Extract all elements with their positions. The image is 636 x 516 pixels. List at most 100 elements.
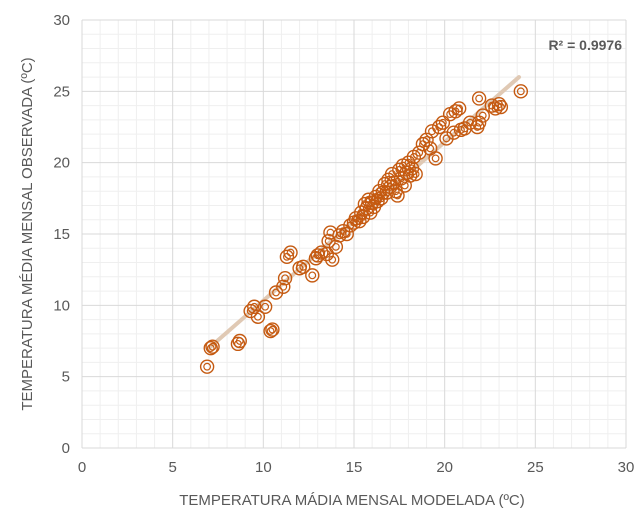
data-point [232, 333, 247, 349]
data-point-inner-ring [328, 255, 337, 264]
data-point-outer-ring [352, 213, 367, 229]
data-point-outer-ring [403, 168, 418, 183]
data-point-outer-ring [339, 226, 354, 242]
data-point [305, 268, 320, 283]
x-tick-label: 0 [78, 459, 86, 476]
data-point-inner-ring [266, 327, 275, 335]
data-point-inner-ring [250, 302, 259, 311]
data-point [257, 299, 273, 314]
data-point-inner-ring [438, 118, 447, 127]
data-point-outer-ring [488, 101, 503, 116]
data-point-outer-ring [257, 299, 273, 314]
data-point [205, 339, 220, 354]
data-point-inner-ring [203, 362, 212, 371]
data-point [247, 299, 262, 314]
data-point [513, 84, 529, 99]
data-point-inner-ring [299, 262, 308, 271]
data-point-inner-ring [235, 337, 244, 345]
x-tick-label: 15 [346, 459, 363, 476]
data-point-outer-ring [230, 336, 246, 352]
data-point-inner-ring [317, 248, 326, 257]
data-point-inner-ring [408, 164, 416, 173]
data-point-outer-ring [268, 285, 284, 300]
data-point-inner-ring [286, 248, 295, 257]
data-point [199, 359, 215, 374]
data-point-outer-ring [276, 279, 291, 294]
data-point [296, 259, 311, 275]
data-point [283, 245, 298, 260]
data-point [325, 252, 340, 267]
data-point [323, 225, 338, 240]
data-point-outer-ring [296, 259, 311, 275]
data-point-outer-ring [428, 151, 443, 166]
data-point-inner-ring [208, 342, 217, 351]
data-point-outer-ring [243, 303, 258, 319]
y-tick-label: 25 [53, 83, 70, 100]
data-point-outer-ring [451, 101, 467, 116]
data-point-outer-ring [343, 218, 358, 233]
data-point-outer-ring [205, 339, 220, 354]
data-point-outer-ring [475, 108, 490, 123]
data-point-outer-ring [491, 96, 507, 112]
data-point-inner-ring [253, 312, 262, 321]
data-point [451, 101, 467, 116]
data-point-inner-ring [409, 153, 418, 161]
data-point-outer-ring [419, 132, 434, 148]
x-tick-label: 5 [168, 459, 176, 476]
data-point [493, 99, 509, 115]
data-point-outer-ring [199, 359, 215, 374]
data-point [203, 340, 218, 356]
data-point-outer-ring [415, 136, 431, 152]
data-point-inner-ring [516, 87, 525, 96]
data-point-outer-ring [513, 84, 529, 99]
data-point-outer-ring [462, 115, 478, 130]
data-point-outer-ring [247, 299, 262, 314]
data-point-inner-ring [475, 94, 484, 103]
data-point-outer-ring [250, 309, 266, 324]
data-point-inner-ring [261, 302, 270, 311]
data-point-inner-ring [308, 271, 317, 280]
data-point-outer-ring [390, 188, 405, 203]
data-point-inner-ring [331, 242, 340, 251]
data-point-inner-ring [206, 344, 215, 353]
tick-labels-layer: 0 5 10 15 20 25 30 0 5 10 15 20 25 30 [53, 12, 634, 476]
data-point-inner-ring [393, 191, 402, 200]
y-tick-label: 20 [53, 155, 70, 172]
data-point-inner-ring [455, 104, 464, 113]
data-point [471, 91, 487, 106]
y-tick-label: 5 [62, 369, 70, 386]
data-point-outer-ring [323, 225, 338, 240]
data-point-outer-ring [359, 201, 374, 216]
data-point [403, 168, 418, 183]
data-point [276, 279, 291, 294]
data-point-outer-ring [325, 252, 340, 267]
data-point-outer-ring [314, 245, 329, 260]
data-point [408, 166, 423, 182]
x-axis-title: TEMPERATURA MÁDIA MENSAL MODELADA (ºC) [179, 492, 525, 509]
data-point-outer-ring [277, 271, 293, 286]
data-point-inner-ring [281, 274, 289, 283]
data-point-outer-ring [448, 104, 463, 119]
data-point-outer-ring [432, 119, 447, 135]
data-point-inner-ring [400, 181, 409, 190]
data-point-inner-ring [431, 154, 440, 163]
x-tick-label: 10 [255, 459, 272, 476]
x-tick-label: 30 [618, 459, 635, 476]
data-point-inner-ring [496, 103, 505, 111]
data-point-outer-ring [439, 131, 454, 146]
data-points-layer [199, 84, 529, 374]
x-tick-label: 25 [527, 459, 544, 476]
data-point-outer-ring [384, 166, 400, 182]
y-tick-label: 0 [62, 440, 70, 457]
data-point [277, 271, 293, 286]
data-point-inner-ring [268, 325, 277, 334]
data-point [475, 108, 490, 123]
data-point [390, 188, 405, 203]
data-point-outer-ring [386, 175, 402, 190]
y-tick-label: 15 [53, 226, 70, 243]
data-point-inner-ring [406, 171, 415, 180]
data-point [435, 115, 451, 130]
data-point-outer-ring [471, 91, 487, 106]
data-point-outer-ring [424, 124, 440, 139]
